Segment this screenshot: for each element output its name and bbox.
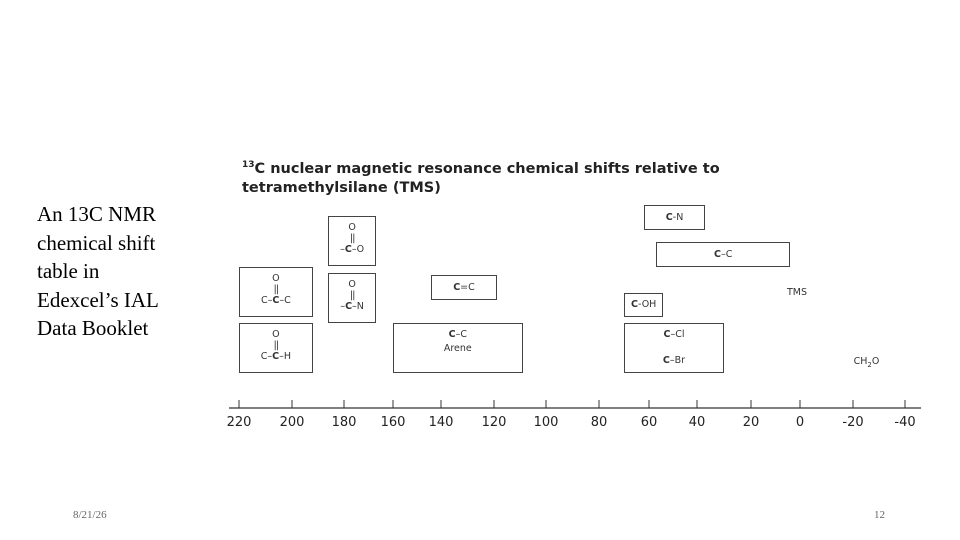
bromide-label: C–Br	[662, 355, 686, 366]
x-tick-label: 140	[429, 415, 454, 430]
arene-label: C–C	[448, 329, 467, 340]
caption-line-5: Data Booklet	[37, 316, 149, 340]
chloride-label: C–Cl	[663, 329, 685, 340]
ketone-structure: O || C–C–C	[240, 273, 312, 306]
caption-line-1: An 13C NMR	[37, 202, 157, 226]
alkane-label: C–C	[714, 249, 733, 260]
x-tick-label: 40	[689, 415, 706, 430]
x-tick-label: 100	[534, 415, 559, 430]
ester-chain: –C–O	[340, 244, 365, 255]
chart-title: 13C nuclear magnetic resonance chemical …	[242, 156, 720, 198]
alkene-label: C=C	[453, 282, 475, 293]
range-box-alcohol: C-OH	[624, 293, 664, 317]
range-box-arene: C–C Arene	[393, 323, 523, 373]
chart-title-text-1: C nuclear magnetic resonance chemical sh…	[254, 160, 720, 177]
x-tick-label: 80	[591, 415, 608, 430]
x-tick-label: 20	[743, 415, 760, 430]
x-tick-label: -40	[894, 415, 915, 430]
x-tick-label: 180	[332, 415, 357, 430]
ketone-chain: C–C–C	[261, 295, 291, 306]
tms-label: TMS	[787, 287, 808, 298]
chart-title-line-2: tetramethylsilane (TMS)	[242, 179, 441, 196]
ch2o-label: CH2O	[853, 356, 880, 369]
chart-title-superscript: 13	[242, 160, 255, 170]
footer-date: 8/21/26	[73, 509, 107, 521]
ester-acid-structure: O || –C–O	[329, 222, 374, 255]
ketone-double-bond: ||	[273, 284, 280, 295]
caption-line-3: table in	[37, 259, 100, 283]
ester-oxygen: O	[348, 222, 356, 233]
ester-double-bond: ||	[349, 233, 356, 244]
range-box-alkene: C=C	[431, 275, 497, 300]
ketone-oxygen: O	[272, 273, 280, 284]
alcohol-label: C-OH	[631, 299, 657, 310]
range-box-alkane: C–C	[656, 242, 791, 267]
arene-sublabel: Arene	[443, 343, 472, 354]
x-tick-label: 0	[796, 415, 804, 430]
x-tick-label: 120	[482, 415, 507, 430]
range-box-amide: O || –C–N	[328, 273, 376, 323]
range-box-ester-acid: O || –C–O	[328, 216, 376, 266]
caption-line-2: chemical shift	[37, 230, 156, 255]
range-box-aldehyde: O || C–C–H	[239, 323, 313, 373]
amide-double-bond: ||	[349, 290, 356, 301]
x-tick-label: 160	[381, 415, 406, 430]
range-box-halide: C–Cl C–Br	[624, 323, 724, 373]
x-tick-label: 200	[280, 415, 305, 430]
caption-line-4: Edexcel’s IAL	[37, 287, 159, 312]
range-box-amine: C-N	[644, 205, 706, 230]
footer-page-number: 12	[874, 509, 885, 521]
amide-oxygen: O	[348, 279, 356, 290]
aldehyde-oxygen: O	[272, 329, 280, 340]
amide-chain: –C–N	[340, 301, 364, 312]
aldehyde-chain: C–C–H	[260, 351, 292, 362]
range-box-ketone: O || C–C–C	[239, 267, 313, 317]
aldehyde-double-bond: ||	[273, 340, 280, 351]
slide-caption: An 13C NMR chemical shift table in Edexc…	[37, 200, 187, 343]
amide-structure: O || –C–N	[329, 279, 374, 312]
x-tick-label: -20	[842, 415, 863, 430]
amine-label: C-N	[665, 212, 684, 223]
aldehyde-structure: O || C–C–H	[240, 329, 312, 362]
x-tick-label: 60	[641, 415, 658, 430]
x-tick-label: 220	[227, 415, 252, 430]
chart-title-line-1: 13C nuclear magnetic resonance chemical …	[242, 156, 720, 179]
